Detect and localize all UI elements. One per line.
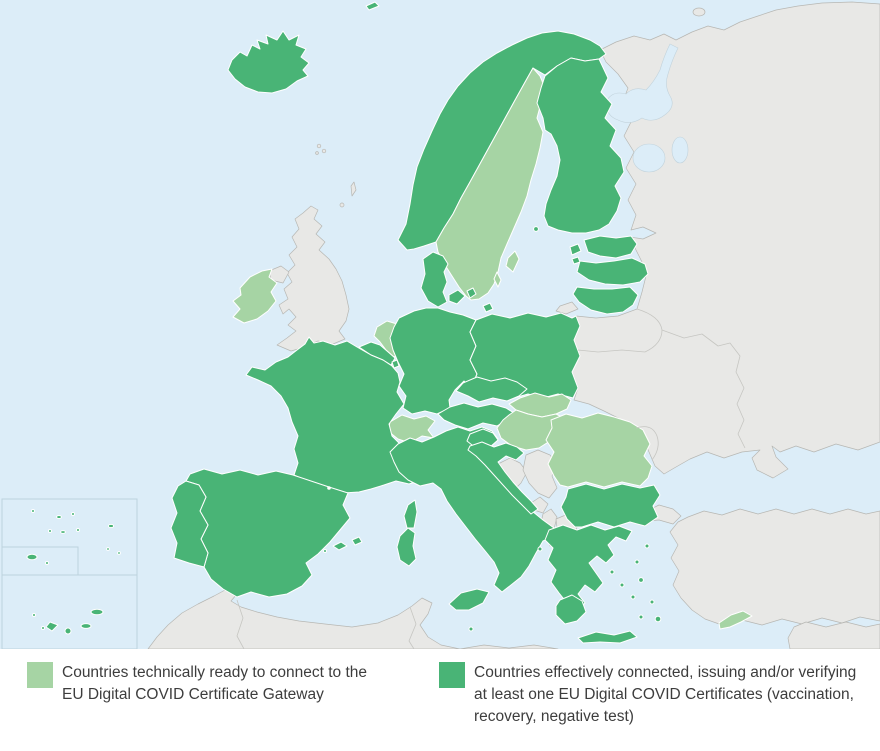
sardinia-island [396, 527, 417, 567]
faroe-islands [315, 151, 319, 155]
balearic-islands [332, 536, 363, 551]
legend-label-ready: Countries technically ready to connect t… [62, 664, 368, 703]
estonian-islands [569, 243, 582, 265]
gotland-island [505, 250, 520, 273]
aegean-island [638, 614, 644, 620]
azores-island [106, 547, 110, 551]
canary-island [64, 627, 72, 635]
country-slovakia [508, 392, 572, 418]
canary-island [32, 613, 36, 617]
border-belarus [577, 308, 663, 353]
orkney-islands [339, 202, 345, 208]
border-algeria-tunisia [408, 606, 417, 650]
country-ireland [232, 268, 278, 324]
border-ukraine-russia [661, 329, 746, 449]
country-finland [536, 57, 625, 234]
country-sweden [435, 67, 546, 301]
faroe-islands [316, 143, 322, 149]
canary-island [80, 623, 92, 629]
europe-map [0, 0, 880, 650]
legend-item-ready: Countries technically ready to connect t… [27, 662, 374, 706]
lake-onega [671, 136, 689, 164]
madeira-island [26, 553, 38, 561]
north-africa-coast [147, 588, 559, 650]
country-latvia [576, 257, 649, 286]
azores-island [107, 523, 115, 529]
faroe-islands [321, 148, 327, 154]
azores-island [31, 509, 35, 513]
aegean-island [609, 569, 615, 575]
country-croatia [467, 441, 539, 515]
country-estonia [583, 235, 638, 259]
country-germany [389, 307, 478, 415]
shetland-islands [350, 181, 357, 197]
country-syria [787, 621, 880, 650]
lake-ladoga [632, 143, 666, 173]
canary-island [45, 621, 59, 632]
country-turkey [669, 508, 880, 626]
aegean-island [638, 577, 644, 583]
azores-island [71, 512, 75, 516]
legend-label-connected: Countries effectively connected, issuing… [474, 664, 857, 725]
balearic-islands [323, 549, 327, 553]
region-kaliningrad [555, 301, 579, 315]
legend-item-connected: Countries effectively connected, issuing… [439, 662, 866, 728]
legend-swatch-connected [439, 662, 465, 688]
aegean-island [630, 594, 636, 600]
canary-island [90, 608, 104, 616]
rhodes-island [654, 615, 662, 623]
country-czechia [455, 376, 528, 403]
azores-island [48, 529, 52, 533]
aegean-island [619, 582, 625, 588]
crete-island [577, 630, 638, 644]
madeira-island [45, 561, 49, 565]
aegean-island [649, 599, 655, 605]
azores-island [117, 551, 121, 555]
country-lithuania [572, 286, 639, 315]
country-denmark [420, 251, 494, 313]
azores-island [60, 530, 66, 534]
border-moldova [635, 426, 659, 461]
country-cyprus [718, 610, 753, 630]
country-bulgaria [560, 483, 661, 528]
country-iceland [227, 30, 310, 94]
legend-swatch-ready [27, 662, 53, 688]
country-luxembourg [391, 359, 400, 369]
europe-map-container [0, 0, 880, 650]
aegean-island [634, 559, 640, 565]
border-morocco-algeria [236, 599, 245, 650]
country-russia-and-eastern-europe [571, 1, 880, 479]
andorra-dot [327, 486, 331, 490]
azores-island [56, 515, 62, 519]
country-malta [468, 626, 474, 632]
canary-island [41, 626, 45, 630]
kolguyev-island [692, 7, 706, 17]
aegean-island [644, 543, 650, 549]
peloponnese [555, 594, 587, 625]
country-romania [545, 412, 653, 488]
aland-islands [533, 226, 539, 232]
white-sea [605, 43, 679, 123]
country-switzerland [387, 414, 436, 444]
jan-mayen-island [365, 1, 380, 11]
sicily-island [448, 588, 490, 611]
corfu-island [537, 546, 543, 552]
corsica-island [403, 499, 418, 529]
azores-island [76, 528, 80, 532]
country-portugal [170, 480, 209, 568]
oland-island [493, 271, 502, 288]
legend: Countries technically ready to connect t… [0, 649, 880, 751]
country-greece [544, 524, 633, 612]
country-united-kingdom [276, 205, 350, 352]
